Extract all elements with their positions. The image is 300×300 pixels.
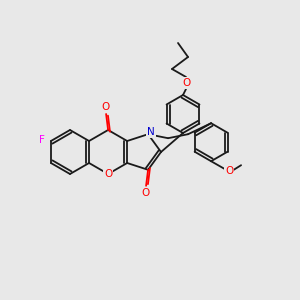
Text: O: O [141, 188, 149, 198]
Text: O: O [182, 78, 190, 88]
Text: O: O [225, 166, 233, 176]
Text: N: N [147, 127, 155, 137]
Text: O: O [101, 102, 109, 112]
Text: O: O [104, 169, 112, 179]
Text: F: F [39, 135, 45, 145]
